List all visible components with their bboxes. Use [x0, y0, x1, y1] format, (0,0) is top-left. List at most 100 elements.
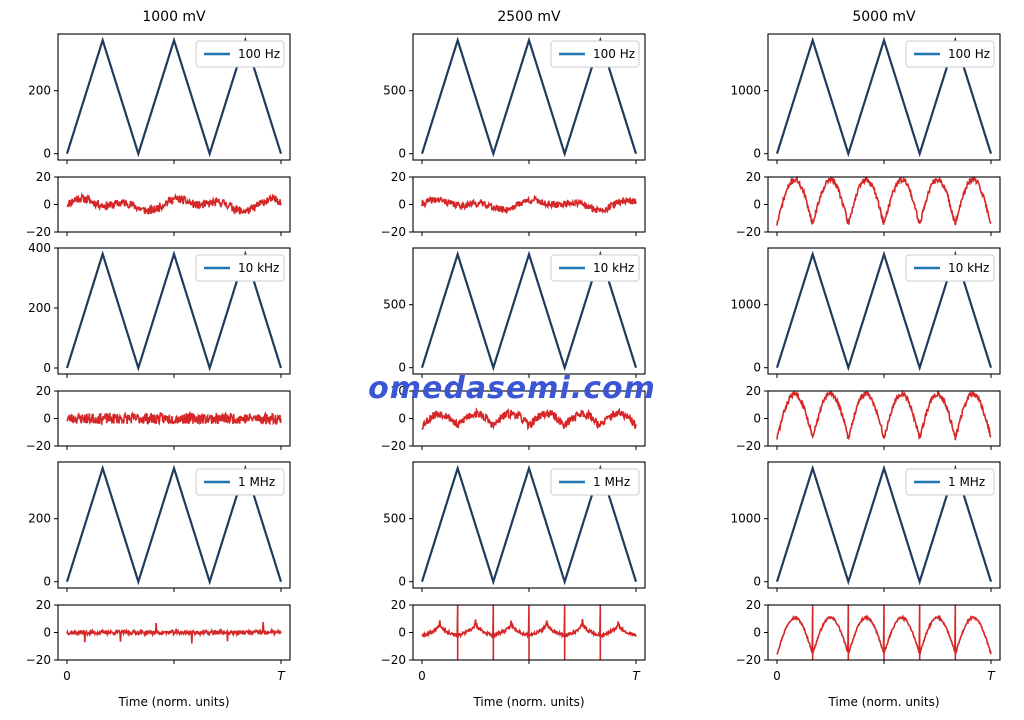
axes-frame: [767, 390, 1001, 447]
y-tick-label: 0: [398, 198, 406, 212]
residual-line: [421, 407, 637, 431]
y-tick-label: 0: [753, 361, 761, 375]
axes-frame: [767, 33, 1001, 161]
axes-frame: [767, 461, 1001, 589]
axes-frame: [767, 247, 1001, 375]
signal-axes: 0 1000 10 kHz: [730, 247, 1001, 378]
legend: 1 MHz: [905, 468, 995, 496]
y-tick-label: 0: [43, 147, 51, 161]
y-tick-label: 400: [28, 241, 51, 255]
signal-axes: 0 200 1 MHz: [28, 461, 291, 592]
y-tick-label: 20: [391, 384, 406, 398]
signal-axes: 0 500 1 MHz: [383, 461, 646, 592]
x-tick-label: T: [277, 669, 286, 683]
signal-axes: 0 200 400 10 kHz: [28, 241, 291, 378]
chart-column-2: 2500 mV 0 500 100 Hz 20 0 −20 0 500 10 kHz 20 0 −20 0…: [381, 9, 646, 709]
y-tick-label: −20: [26, 439, 51, 453]
signal-line: [65, 36, 283, 158]
y-tick-label: 0: [43, 575, 51, 589]
y-tick-label: 0: [753, 412, 761, 426]
axes-frame: [412, 33, 646, 161]
x-axis-label: Time (norm. units): [472, 695, 584, 709]
y-tick-label: 0: [753, 575, 761, 589]
legend-label: 100 Hz: [948, 47, 990, 61]
y-tick-label: −20: [26, 653, 51, 667]
legend-box: [905, 254, 995, 282]
y-tick-label: −20: [381, 653, 406, 667]
legend-box: [195, 468, 285, 496]
y-tick-label: 200: [28, 301, 51, 315]
axes-frame: [57, 176, 291, 233]
y-tick-label: 1000: [730, 298, 761, 312]
y-tick-label: 20: [36, 598, 51, 612]
signal-line: [65, 464, 283, 586]
residual-line: [66, 192, 282, 216]
legend: 10 kHz: [195, 254, 285, 282]
legend: 100 Hz: [550, 40, 640, 68]
legend: 1 MHz: [195, 468, 285, 496]
x-axis-label: Time (norm. units): [827, 695, 939, 709]
legend-box: [550, 254, 640, 282]
y-tick-label: −20: [381, 439, 406, 453]
legend-label: 1 MHz: [593, 475, 630, 489]
axes-frame: [57, 461, 291, 589]
legend-label: 10 kHz: [238, 261, 279, 275]
signal-axes: 0 500 10 kHz: [383, 247, 646, 378]
y-tick-label: 0: [398, 147, 406, 161]
y-tick-label: 0: [43, 361, 51, 375]
residual-line: [66, 410, 282, 427]
column-title: 1000 mV: [142, 9, 206, 25]
x-tick-label: T: [987, 669, 996, 683]
legend: 100 Hz: [195, 40, 285, 68]
residual-axes: 20 0 −20: [381, 598, 646, 667]
signal-line: [775, 36, 993, 158]
legend-box: [195, 254, 285, 282]
legend-label: 1 MHz: [238, 475, 275, 489]
signal-line: [420, 464, 638, 586]
y-tick-label: 200: [28, 512, 51, 526]
residual-axes: 20 0 −20: [736, 170, 1001, 239]
y-tick-label: 0: [43, 198, 51, 212]
legend: 10 kHz: [550, 254, 640, 282]
residual-line: [66, 622, 282, 644]
y-tick-label: 500: [383, 298, 406, 312]
residual-axes: 20 0 −20: [736, 598, 1001, 667]
axes-frame: [57, 604, 291, 661]
y-tick-label: 20: [746, 384, 761, 398]
y-tick-label: 0: [43, 626, 51, 640]
residual-line: [776, 604, 992, 660]
signal-line: [775, 464, 993, 586]
residual-axes: 20 0 −20: [26, 170, 291, 239]
y-tick-label: 0: [398, 626, 406, 640]
residual-line: [776, 175, 992, 226]
residual-axes: 20 0 −20: [26, 384, 291, 453]
y-tick-label: 0: [43, 412, 51, 426]
x-tick-label: 0: [63, 669, 71, 683]
signal-line: [420, 250, 638, 372]
y-tick-label: −20: [26, 225, 51, 239]
residual-line: [421, 604, 637, 660]
residual-axes: 20 0 −20: [26, 598, 291, 667]
y-tick-label: 20: [391, 598, 406, 612]
y-tick-label: 20: [391, 170, 406, 184]
legend-label: 100 Hz: [238, 47, 280, 61]
signal-line: [420, 36, 638, 158]
residual-line: [776, 389, 992, 441]
legend: 100 Hz: [905, 40, 995, 68]
y-tick-label: 1000: [730, 84, 761, 98]
axes-frame: [412, 461, 646, 589]
axes-frame: [57, 33, 291, 161]
y-tick-label: 20: [36, 170, 51, 184]
axes-frame: [412, 390, 646, 447]
watermark-text: omedasemi.com: [368, 371, 656, 406]
y-tick-label: 200: [28, 84, 51, 98]
signal-axes: 0 200 100 Hz: [28, 33, 291, 164]
y-tick-label: 20: [746, 170, 761, 184]
y-tick-label: 0: [753, 626, 761, 640]
legend: 10 kHz: [905, 254, 995, 282]
residual-axes: 20 0 −20: [736, 384, 1001, 453]
legend-box: [905, 468, 995, 496]
